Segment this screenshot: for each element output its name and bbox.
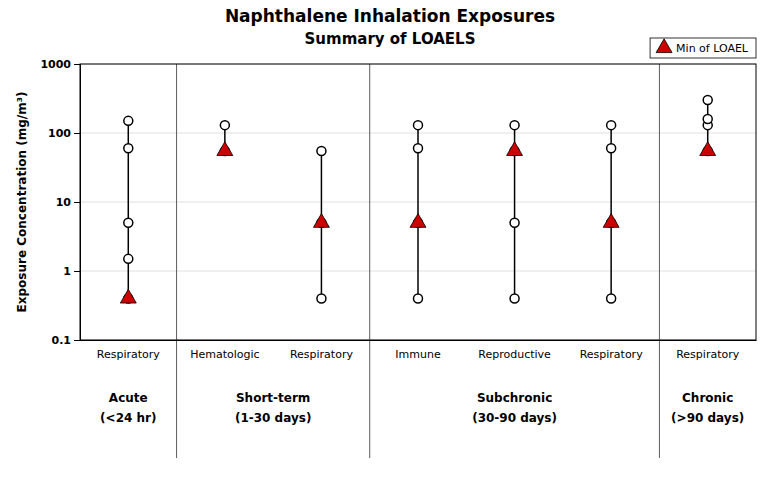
y-axis-line xyxy=(74,65,81,341)
y-tick: 1 xyxy=(63,265,80,278)
y-tick-label: 1 xyxy=(63,265,71,278)
point xyxy=(124,218,133,227)
x-tick: Reproductive xyxy=(478,340,551,361)
x-tick-label: Respiratory xyxy=(580,348,644,361)
x-tick-label: Respiratory xyxy=(676,348,740,361)
plot-frame xyxy=(80,64,756,340)
group-sublabel: (1-30 days) xyxy=(235,411,311,425)
point xyxy=(703,114,712,123)
group-divider xyxy=(659,64,660,458)
point xyxy=(414,144,423,153)
x-tick-label: Respiratory xyxy=(290,348,354,361)
point xyxy=(510,218,519,227)
point xyxy=(124,144,133,153)
triangle xyxy=(700,142,716,156)
y-tick-mark xyxy=(74,271,80,272)
y-tick-mark xyxy=(74,340,80,341)
x-tick: Hematologic xyxy=(190,340,259,361)
x-tick: Respiratory xyxy=(676,340,740,361)
group-sublabel: (>90 days) xyxy=(671,411,744,425)
legend-symbol xyxy=(656,39,672,53)
y-tick: 0.1 xyxy=(52,334,81,347)
y-tick-label: 10 xyxy=(56,196,72,209)
triangle xyxy=(410,214,426,228)
point xyxy=(317,146,326,155)
x-tick-label: Immune xyxy=(395,348,441,361)
group-sublabel: (<24 hr) xyxy=(100,411,156,425)
point xyxy=(510,121,519,130)
point xyxy=(414,294,423,303)
group-divider xyxy=(176,64,177,458)
y-tick-label: 100 xyxy=(48,127,71,140)
triangle xyxy=(507,142,523,156)
x-tick-label: Respiratory xyxy=(97,348,161,361)
y-axis-label: Exposure Concentration (mg/m³) xyxy=(15,92,29,313)
point xyxy=(703,96,712,105)
point xyxy=(124,116,133,125)
point xyxy=(607,294,616,303)
group-label: Acute xyxy=(109,391,148,405)
triangle xyxy=(603,214,619,228)
triangle xyxy=(120,289,136,303)
series xyxy=(124,96,712,303)
group-labels: Acute (<24 hr) Short-term (1-30 days) Subchr… xyxy=(100,391,744,425)
point xyxy=(607,121,616,130)
title: Naphthalene Inhalation Exposures xyxy=(225,6,555,26)
group-sublabel: (30-90 days) xyxy=(472,411,557,425)
y-axis: 0.1 1 10 100 1000 xyxy=(40,58,80,347)
x-tick: Respiratory xyxy=(290,340,354,361)
y-tick: 10 xyxy=(56,196,80,209)
point xyxy=(414,121,423,130)
x-tick-label: Hematologic xyxy=(190,348,259,361)
point xyxy=(220,121,229,130)
triangle xyxy=(217,142,233,156)
y-tick-label: 0.1 xyxy=(52,334,72,347)
point xyxy=(124,254,133,263)
x-tick-label: Reproductive xyxy=(478,348,551,361)
point xyxy=(607,144,616,153)
marks xyxy=(120,96,715,303)
x-axis: Respiratory Hematologic Respiratory Immune R… xyxy=(81,340,757,361)
group-label: Subchronic xyxy=(477,391,552,405)
plot: 0.1 1 10 100 1000 Exposure Concentration (mg/… xyxy=(15,58,757,458)
y-tick-label: 1000 xyxy=(40,58,71,71)
series xyxy=(120,142,715,303)
chart: Naphthalene Inhalation Exposures Summary … xyxy=(0,0,780,479)
legend: Min of LOAEL xyxy=(650,38,756,58)
y-tick-mark xyxy=(74,64,80,65)
point xyxy=(510,294,519,303)
y-tick: 100 xyxy=(48,127,80,140)
y-tick: 1000 xyxy=(40,58,80,71)
point xyxy=(317,294,326,303)
triangle xyxy=(313,214,329,228)
x-tick: Respiratory xyxy=(580,340,644,361)
legend-item: Min of LOAEL xyxy=(656,39,749,55)
dividers xyxy=(177,64,660,458)
x-tick: Respiratory xyxy=(97,340,161,361)
group-divider xyxy=(369,64,370,458)
y-tick-mark xyxy=(74,133,80,134)
group-label: Chronic xyxy=(682,391,733,405)
subtitle: Summary of LOAELS xyxy=(305,30,476,48)
grid xyxy=(80,64,756,340)
legend-frame xyxy=(650,38,756,58)
legend-label: Min of LOAEL xyxy=(676,42,749,55)
y-tick-mark xyxy=(74,202,80,203)
group-label: Short-term xyxy=(236,391,310,405)
x-tick: Immune xyxy=(395,340,441,361)
x-axis-line xyxy=(81,340,757,341)
